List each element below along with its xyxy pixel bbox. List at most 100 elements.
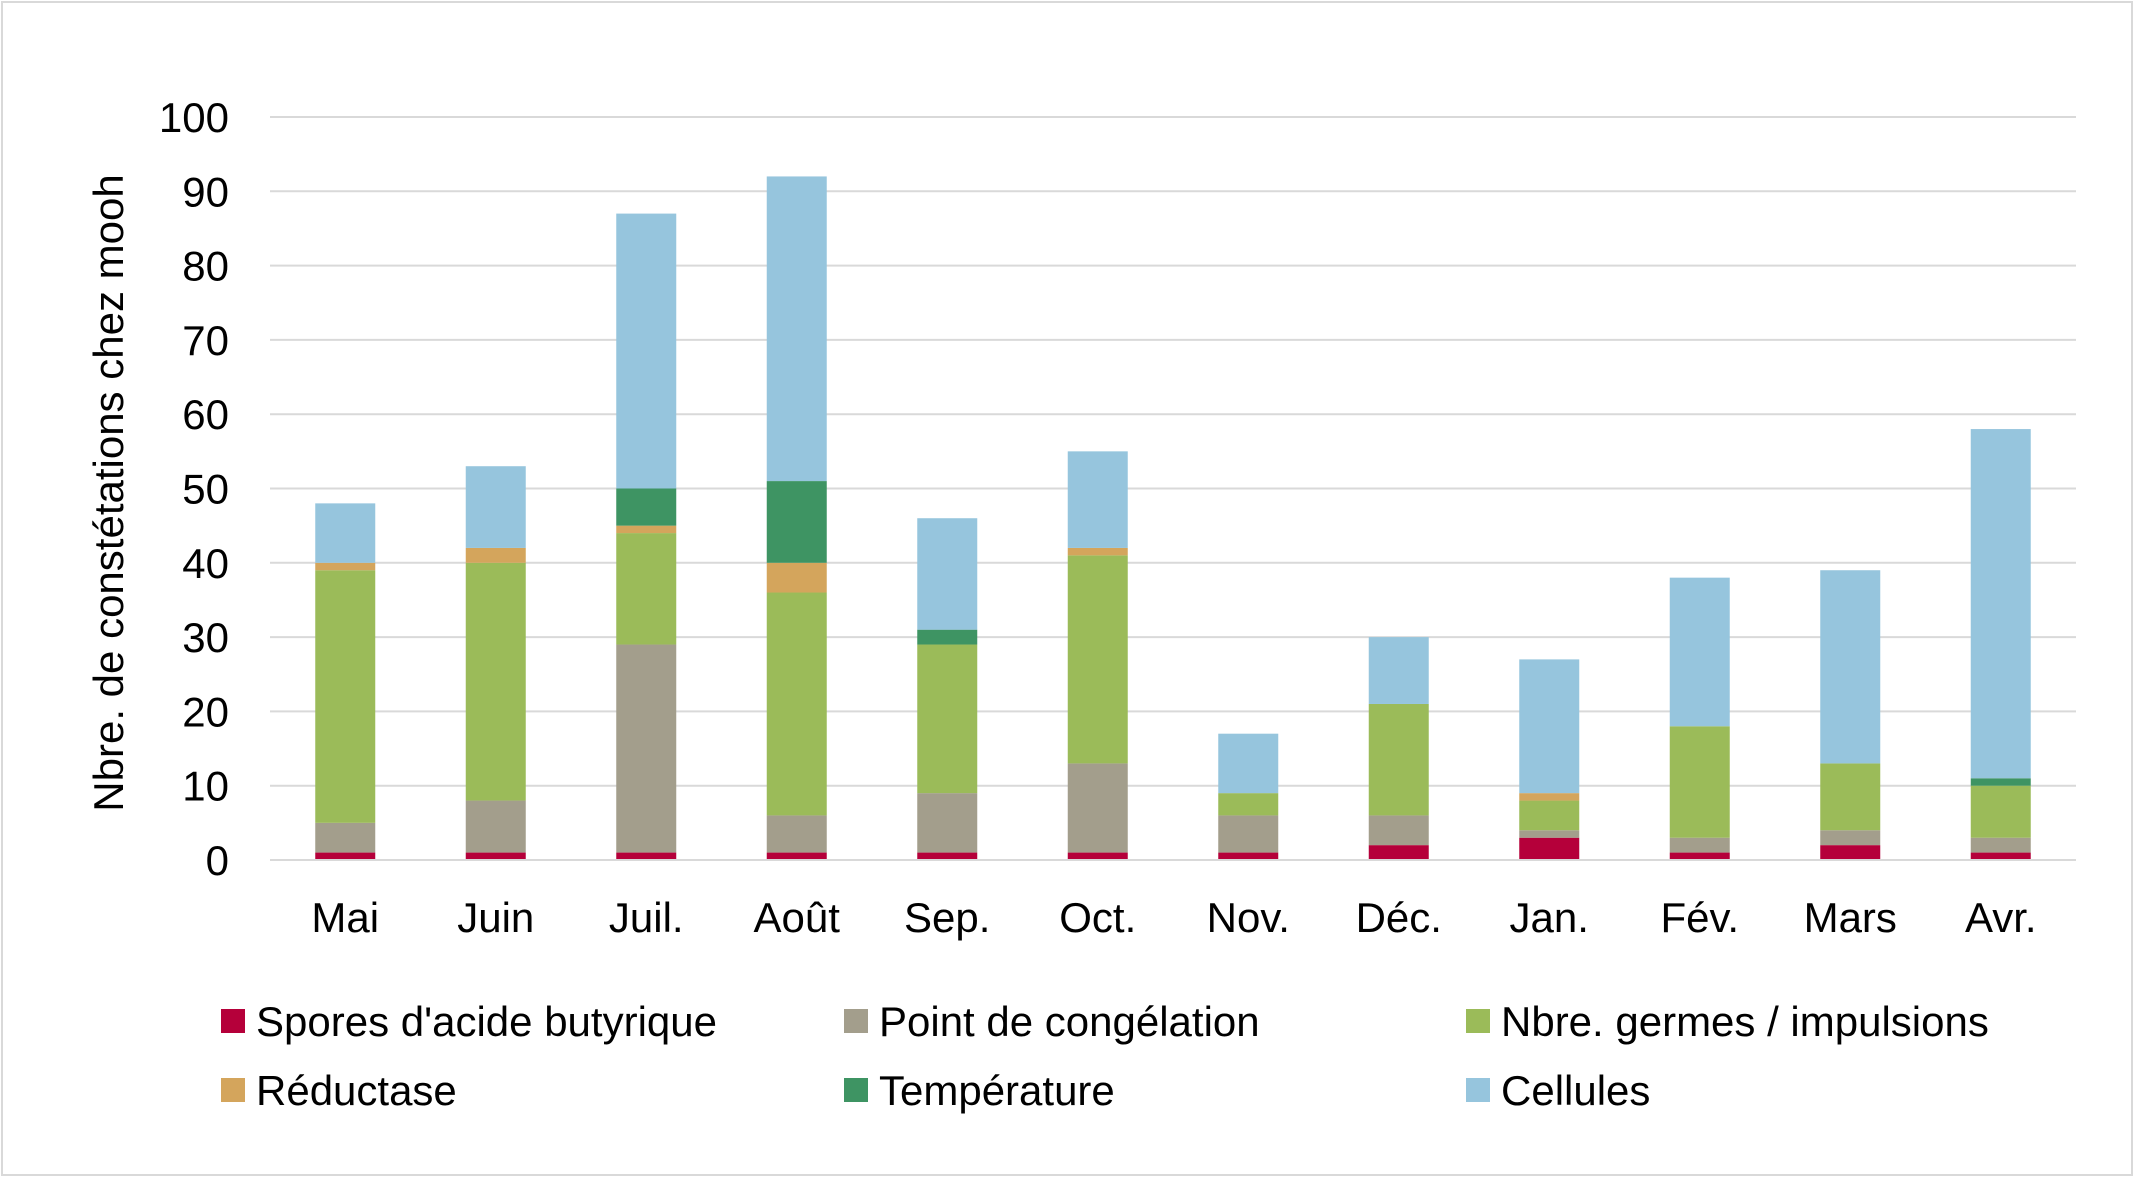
bar-segment <box>315 503 376 563</box>
bar-segment <box>1669 837 1730 853</box>
bar-segment <box>917 793 978 853</box>
bar-segment <box>1669 577 1730 727</box>
y-tick-label: 70 <box>182 317 229 364</box>
bar-segment <box>465 800 526 853</box>
legend-label: Réductase <box>256 1067 457 1114</box>
y-tick-label: 10 <box>182 763 229 810</box>
bar-segment <box>766 562 827 593</box>
bar-segment <box>1067 555 1128 764</box>
x-tick-label: Déc. <box>1356 894 1442 941</box>
legend-label: Spores d'acide butyrique <box>256 998 717 1045</box>
y-tick-label: 90 <box>182 168 229 215</box>
legend-label: Point de congélation <box>879 998 1260 1045</box>
stacked-bar-chart: 0 10 20 30 40 50 60 70 80 90 100 Mai Juin Juil. Août S… <box>85 94 2076 1114</box>
bar-segment <box>766 815 827 853</box>
bar-segment <box>1820 830 1881 846</box>
x-tick-label: Mai <box>311 894 379 941</box>
legend-entry: Spores d'acide butyrique <box>221 998 717 1045</box>
bar-segment <box>465 852 526 860</box>
bar-segment <box>616 525 677 534</box>
x-tick-label: Avr. <box>1965 894 2037 941</box>
bar-segment <box>1368 703 1429 816</box>
x-tick-label: Mars <box>1804 894 1897 941</box>
gridlines <box>270 116 2076 787</box>
bar-segment <box>1820 763 1881 831</box>
bar-segment <box>1669 852 1730 860</box>
bar-segment <box>1519 793 1580 801</box>
bar-segment <box>465 547 526 563</box>
y-tick-label: 80 <box>182 243 229 290</box>
y-tick-label: 40 <box>182 540 229 587</box>
bar-segment <box>1970 852 2031 860</box>
y-tick-label: 100 <box>159 94 229 141</box>
y-axis-title: Nbre. de constétations chez mooh <box>85 174 132 811</box>
legend-swatch <box>221 1009 245 1033</box>
bar-segment <box>616 852 677 860</box>
bar-segment <box>1820 570 1881 764</box>
bar-segment <box>315 562 376 571</box>
bar-segment <box>1067 547 1128 556</box>
legend-entry: Nbre. germes / impulsions <box>1466 998 1989 1045</box>
y-tick-label: 50 <box>182 466 229 513</box>
legend-swatch <box>221 1078 245 1102</box>
bar-segment <box>315 852 376 860</box>
bar-segment <box>315 822 376 853</box>
x-tick-label: Fév. <box>1660 894 1739 941</box>
legend-label: Cellules <box>1501 1067 1650 1114</box>
bar-segment <box>917 852 978 860</box>
legend-swatch <box>1466 1078 1490 1102</box>
bar-segment <box>766 176 827 482</box>
bar-segment <box>1067 451 1128 548</box>
x-tick-label: Oct. <box>1059 894 1136 941</box>
bar-segment <box>917 629 978 645</box>
bar-segment <box>917 518 978 630</box>
x-tick-label: Nov. <box>1207 894 1290 941</box>
y-tick-label: 30 <box>182 614 229 661</box>
x-tick-label: Juin <box>457 894 534 941</box>
y-tick-label: 20 <box>182 688 229 735</box>
legend-entry: Cellules <box>1466 1067 1650 1114</box>
legend-swatch <box>844 1009 868 1033</box>
y-tick-label: 60 <box>182 391 229 438</box>
bar-segment <box>1067 852 1128 860</box>
legend: Spores d'acide butyrique Point de congéla… <box>221 998 1989 1114</box>
bar-segment <box>766 481 827 563</box>
bar-segment <box>1970 778 2031 786</box>
bars <box>315 176 2031 860</box>
bar-segment <box>1368 845 1429 860</box>
bar-segment <box>1669 726 1730 838</box>
bar-segment <box>1519 830 1580 838</box>
bar-segment <box>1519 800 1580 831</box>
bar-segment <box>1970 785 2031 838</box>
bar-segment <box>465 562 526 801</box>
x-axis-ticks: Mai Juin Juil. Août Sep. Oct. Nov. Déc. Jan. Fév.… <box>311 894 2036 941</box>
bar-segment <box>1218 852 1279 860</box>
x-tick-label: Juil. <box>609 894 684 941</box>
x-tick-label: Sep. <box>904 894 990 941</box>
bar-segment <box>616 213 677 489</box>
bar-segment <box>1820 845 1881 860</box>
legend-entry: Réductase <box>221 1067 457 1114</box>
legend-entry: Température <box>844 1067 1115 1114</box>
bar-segment <box>465 466 526 548</box>
legend-label: Température <box>879 1067 1115 1114</box>
bar-segment <box>616 488 677 526</box>
bar-segment <box>1067 763 1128 853</box>
y-axis-ticks: 0 10 20 30 40 50 60 70 80 90 100 <box>159 94 229 884</box>
bar-segment <box>1368 815 1429 846</box>
bar-segment <box>1970 837 2031 853</box>
bar-segment <box>1368 637 1429 704</box>
y-tick-label: 0 <box>206 837 229 884</box>
bar-segment <box>1218 733 1279 794</box>
bar-segment <box>1970 429 2031 779</box>
legend-entry: Point de congélation <box>844 998 1260 1045</box>
legend-swatch <box>844 1078 868 1102</box>
legend-label: Nbre. germes / impulsions <box>1501 998 1989 1045</box>
bar-segment <box>1218 815 1279 853</box>
x-tick-label: Août <box>754 894 841 941</box>
bar-segment <box>766 592 827 816</box>
bar-segment <box>1519 659 1580 794</box>
bar-segment <box>917 644 978 794</box>
legend-swatch <box>1466 1009 1490 1033</box>
